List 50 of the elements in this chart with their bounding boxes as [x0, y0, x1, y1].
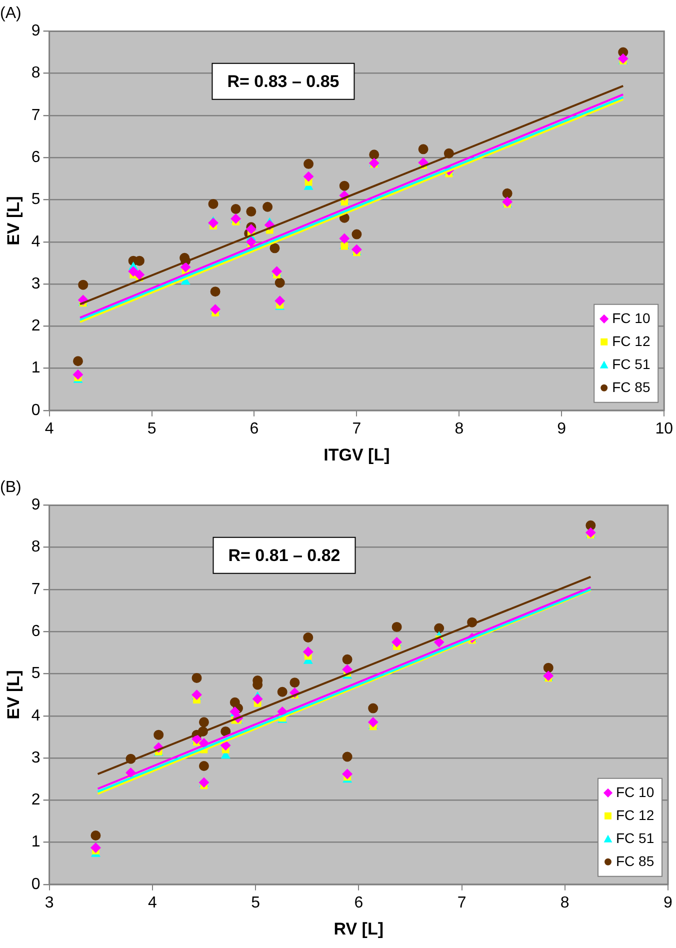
- y-tick-label: 2: [31, 792, 40, 809]
- y-tick-label: 9: [31, 496, 40, 514]
- y-axis-title: EV [L]: [4, 196, 23, 246]
- annotation: R= 0.81 – 0.82: [228, 546, 340, 566]
- x-tick-label: 3: [44, 894, 54, 912]
- annotation: R= 0.83 – 0.85: [227, 72, 340, 92]
- legend-label: FC 12: [612, 332, 650, 349]
- chart-title: (A): [0, 5, 22, 22]
- x-tick-label: 4: [148, 894, 157, 912]
- x-tick-label: 8: [560, 894, 570, 912]
- x-tick-label: 5: [147, 420, 156, 438]
- y-axis-title: EV [L]: [4, 670, 23, 720]
- x-tick-label: 7: [457, 894, 466, 912]
- x-tick-label: 8: [454, 420, 464, 438]
- x-tick-label: 5: [251, 894, 260, 912]
- x-tick-label: 9: [557, 420, 566, 438]
- y-tick-label: 2: [31, 318, 40, 335]
- x-tick-label: 6: [354, 894, 364, 912]
- y-tick-label: 9: [31, 22, 40, 40]
- x-axis-title: ITGV [L]: [324, 445, 390, 464]
- y-tick-label: 5: [31, 665, 40, 682]
- y-tick-label: 4: [31, 707, 40, 724]
- x-tick-label: 7: [352, 420, 362, 438]
- y-tick-label: 6: [31, 149, 40, 166]
- y-tick-label: 7: [31, 580, 40, 598]
- y-tick-label: 3: [31, 275, 40, 292]
- x-axis-title: RV [L]: [334, 919, 384, 938]
- x-tick-label: 4: [44, 420, 54, 438]
- legend-label: FC 51: [612, 356, 650, 372]
- y-tick-label: 7: [31, 106, 40, 124]
- legend-label: FC 10: [616, 784, 654, 800]
- legend-label: FC 12: [616, 806, 654, 823]
- y-tick-label: 3: [31, 749, 40, 766]
- y-tick-label: 8: [31, 538, 40, 556]
- y-tick-label: 4: [31, 233, 40, 250]
- legend-label: FC 85: [616, 852, 654, 869]
- y-tick-label: 0: [31, 402, 40, 419]
- y-tick-label: 0: [31, 876, 40, 893]
- chart-title: (B): [0, 479, 22, 496]
- y-tick-label: 5: [31, 191, 40, 208]
- legend-label: FC 85: [612, 378, 650, 395]
- legend-label: FC 51: [616, 830, 654, 846]
- y-tick-label: 8: [31, 64, 40, 82]
- y-tick-label: 6: [31, 623, 40, 640]
- x-tick-label: 10: [655, 420, 674, 438]
- x-tick-label: 6: [250, 420, 259, 438]
- x-tick-label: 9: [664, 894, 673, 912]
- legend-label: FC 10: [612, 310, 650, 326]
- y-tick-label: 1: [31, 360, 40, 377]
- y-tick-label: 1: [31, 834, 40, 851]
